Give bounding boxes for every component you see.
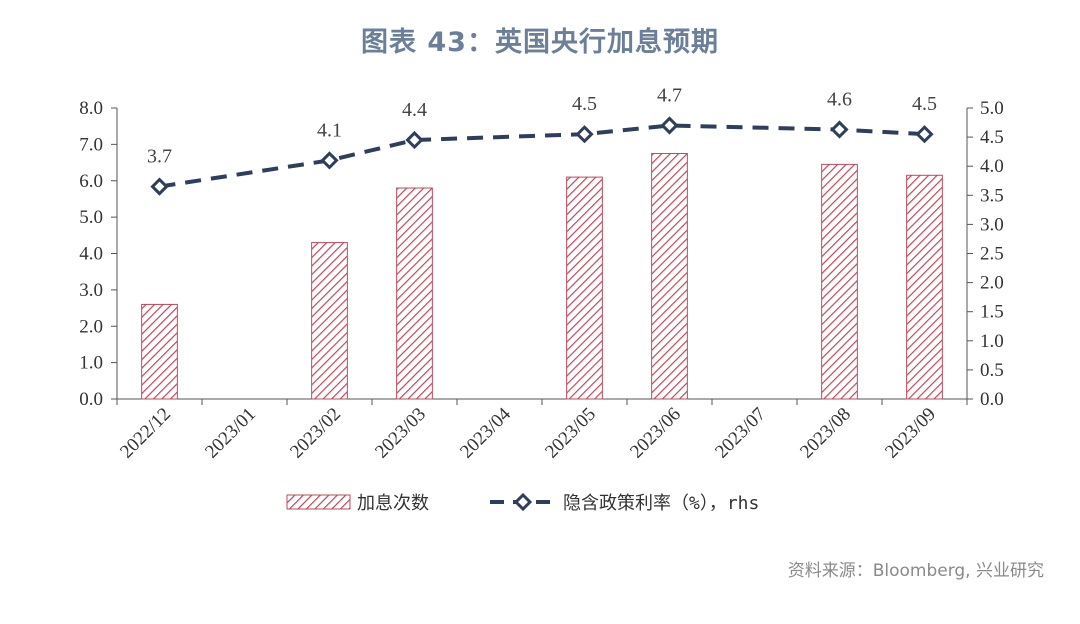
- left-tick-label: 2.0: [79, 316, 103, 337]
- data-label: 4.5: [912, 93, 937, 115]
- data-label: 4.1: [317, 119, 342, 141]
- bar: [566, 176, 603, 400]
- right-tick-label: 3.5: [980, 185, 1004, 206]
- right-tick-label: 1.5: [980, 302, 1004, 323]
- bar: [906, 174, 943, 400]
- axes-group: 0.0 1.0 2.0 3.0 4.0 5.0 6.0 7.0 8.0 0.0 0.5 1.0 1.5 2…: [79, 98, 1004, 463]
- line-marker: [830, 120, 849, 139]
- data-label: 3.7: [147, 146, 172, 168]
- legend: 加息次数 隐含政策利率（%），rhs: [286, 492, 759, 514]
- x-tick-label: 2022/12: [116, 404, 175, 463]
- left-tick-label: 5.0: [79, 207, 103, 228]
- left-tick-label: 6.0: [79, 171, 103, 192]
- left-tick-label: 1.0: [79, 353, 103, 374]
- left-tick-label: 0.0: [79, 389, 103, 410]
- line-marker: [150, 177, 169, 196]
- x-tick-label: 2023/06: [626, 404, 685, 463]
- bar: [396, 187, 433, 400]
- line-marker: [405, 130, 424, 150]
- right-tick-label: 0.5: [980, 360, 1004, 381]
- right-tick-label: 0.0: [980, 389, 1004, 410]
- x-tick-label: 2023/03: [371, 404, 430, 463]
- line-marker: [915, 125, 934, 144]
- x-tick-label: 2023/05: [541, 404, 600, 463]
- rate-line: [159, 123, 925, 189]
- right-tick-label: 2.5: [980, 244, 1004, 265]
- bar: [311, 242, 348, 400]
- right-tick-label: 5.0: [980, 98, 1004, 119]
- left-tick-label: 4.0: [79, 244, 103, 265]
- legend-line-label: 隐含政策利率（%），rhs: [563, 493, 759, 514]
- right-tick-label: 4.0: [980, 156, 1004, 177]
- left-tick-label: 8.0: [79, 98, 103, 119]
- line-group: 3.7 4.1 4.4 4.5 4.7 4.6 4.5: [147, 84, 937, 196]
- bar: [821, 163, 858, 400]
- right-tick-label: 1.0: [980, 331, 1004, 352]
- data-label: 4.7: [657, 84, 682, 106]
- line-marker: [660, 116, 679, 135]
- line-marker: [575, 125, 594, 144]
- x-tick-label: 2023/04: [456, 403, 515, 462]
- bar: [651, 152, 688, 400]
- legend-bar-swatch: [286, 494, 351, 510]
- data-label: 4.4: [402, 99, 427, 121]
- legend-bar-label: 加息次数: [357, 493, 429, 514]
- chart-title: 图表 43：英国央行加息预期: [361, 27, 719, 58]
- x-tick-label: 2023/07: [711, 404, 770, 463]
- x-tick-label: 2023/08: [796, 404, 855, 463]
- right-tick-label: 4.5: [980, 127, 1004, 148]
- x-tick-label: 2023/02: [286, 404, 345, 463]
- left-tick-label: 3.0: [79, 280, 103, 301]
- data-label: 4.6: [827, 89, 852, 111]
- left-tick-label: 7.0: [79, 134, 103, 155]
- legend-line-marker: [513, 492, 533, 512]
- right-tick-label: 3.0: [980, 214, 1004, 235]
- bar: [141, 303, 178, 400]
- bars-group: [141, 152, 943, 400]
- line-marker: [320, 151, 339, 170]
- data-label: 4.5: [572, 93, 597, 115]
- x-tick-label: 2023/09: [881, 404, 940, 463]
- source-note: 资料来源：Bloomberg, 兴业研究: [787, 561, 1044, 581]
- right-tick-label: 2.0: [980, 273, 1004, 294]
- x-tick-label: 2023/01: [201, 404, 260, 463]
